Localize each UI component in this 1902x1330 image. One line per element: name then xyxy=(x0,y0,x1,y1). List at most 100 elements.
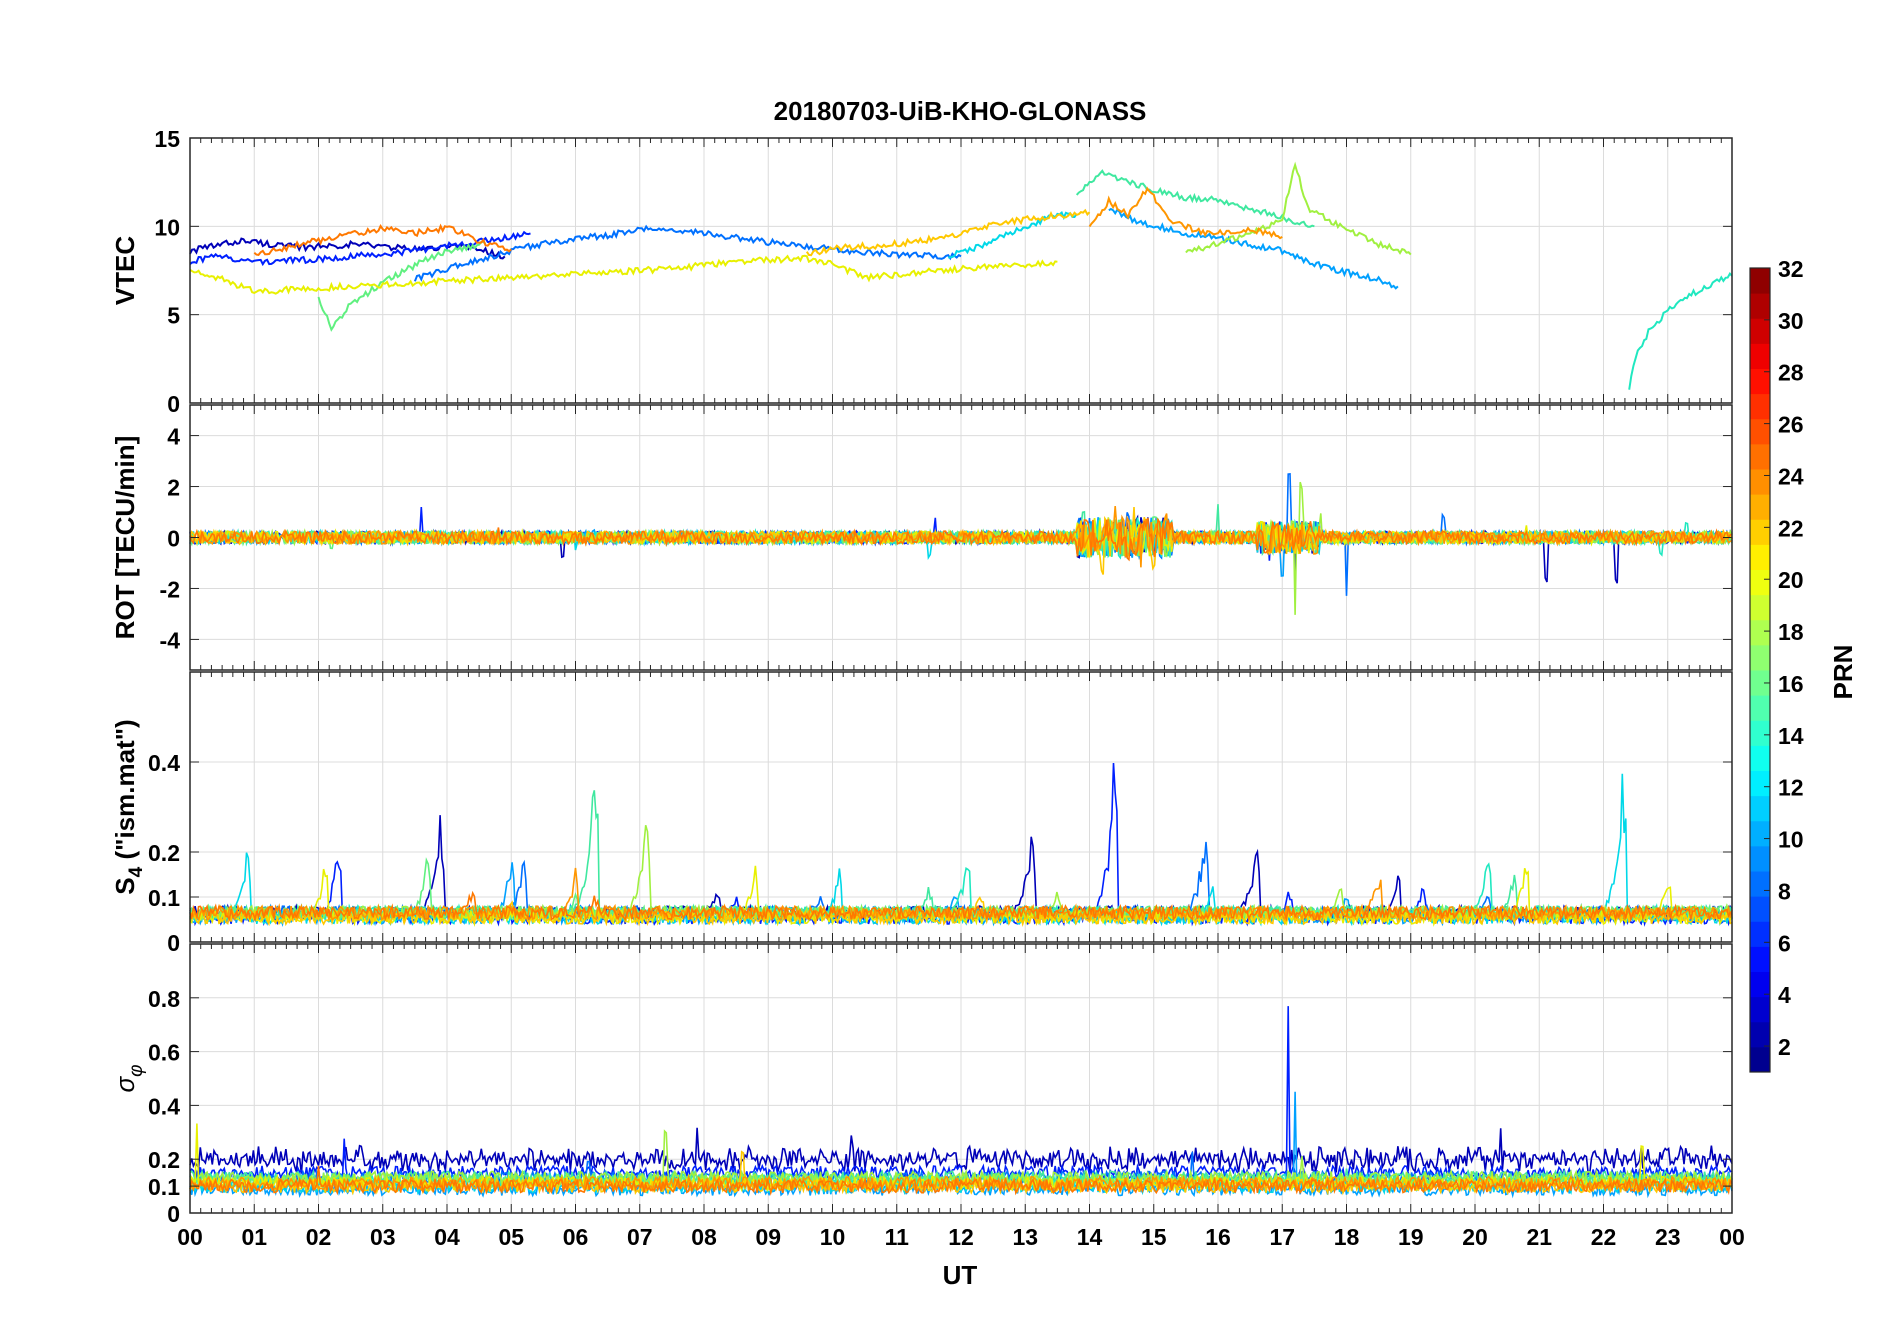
series-line-prn-22 xyxy=(189,896,1733,927)
x-axis-label: UT xyxy=(943,1260,978,1290)
colorbar-swatch xyxy=(1750,494,1770,520)
colorbar-swatch xyxy=(1750,343,1770,369)
colorbar-tick-label: 8 xyxy=(1778,878,1791,904)
panel-vtec: 0 5 10 15 VTEC xyxy=(110,126,1733,417)
x-tick-label: 14 xyxy=(1077,1224,1103,1250)
x-tick-label: 17 xyxy=(1269,1224,1295,1250)
panel-s4-ticks xyxy=(189,672,1733,943)
colorbar-tick-label: 30 xyxy=(1778,308,1804,334)
colorbar-swatch xyxy=(1750,820,1770,847)
x-tick-label: 10 xyxy=(820,1224,846,1250)
colorbar-swatch xyxy=(1750,443,1770,470)
y-tick-label-sigma_phi: 0.1 xyxy=(148,1174,180,1200)
colorbar-swatch xyxy=(1750,293,1770,319)
x-tick-label: 03 xyxy=(370,1224,396,1250)
y-label-main: S xyxy=(110,877,140,894)
y-label-main: σ xyxy=(110,1076,140,1093)
x-tick-label: 18 xyxy=(1334,1224,1360,1250)
x-tick-label: 13 xyxy=(1012,1224,1038,1250)
series-line-prn-20 xyxy=(189,254,1058,295)
colorbar-swatch xyxy=(1750,971,1770,998)
colorbar-tick-label: 20 xyxy=(1778,567,1804,593)
y-tick-label-rot: -2 xyxy=(160,576,180,602)
y-tick-label-vtec: 0 xyxy=(167,391,180,417)
panel-rot-ticks xyxy=(189,405,1733,670)
x-tick-label: 07 xyxy=(627,1224,653,1250)
series-line-prn-10 xyxy=(1108,207,1399,290)
colorbar-tick-label: 14 xyxy=(1778,723,1804,749)
y-tick-label-rot: -4 xyxy=(160,627,181,653)
y-tick-label-vtec: 10 xyxy=(154,214,180,240)
colorbar-tick-label: 22 xyxy=(1778,515,1804,541)
colorbar-swatch xyxy=(1750,569,1770,596)
x-tick-label: 23 xyxy=(1655,1224,1681,1250)
colorbar-swatch xyxy=(1750,1021,1770,1048)
colorbar-swatch xyxy=(1750,619,1770,646)
x-tick-label: 06 xyxy=(563,1224,589,1250)
colorbar-tick-label: 18 xyxy=(1778,619,1804,645)
x-tick-label: 02 xyxy=(306,1224,332,1250)
x-tick-label: 09 xyxy=(755,1224,781,1250)
colorbar-swatch xyxy=(1750,544,1770,570)
series-line-prn-24 xyxy=(189,890,1733,923)
colorbar-tick-label: 2 xyxy=(1778,1034,1791,1060)
x-tick-label: 00 xyxy=(1719,1224,1745,1250)
y-tick-label-sigma_phi: 0.8 xyxy=(148,986,180,1012)
x-axis: 00 01 02 03 04 05 06 07 08 09 10 11 12 13 14 15 16 17 18 19… xyxy=(177,1224,1745,1250)
x-tick-label: 11 xyxy=(885,1224,910,1250)
series-line-prn-13 xyxy=(1628,272,1733,390)
colorbar-tick-label: 24 xyxy=(1778,463,1804,489)
colorbar-swatch xyxy=(1750,921,1770,947)
x-tick-label: 08 xyxy=(691,1224,717,1250)
colorbar-tick-label: 16 xyxy=(1778,671,1804,697)
x-tick-label: 16 xyxy=(1205,1224,1231,1250)
y-axis-label-s4: S4 ("ism.mat") xyxy=(110,719,147,894)
colorbar-swatch xyxy=(1750,670,1770,696)
x-tick-label: 00 xyxy=(177,1224,203,1250)
x-tick-label: 19 xyxy=(1398,1224,1424,1250)
chart-title: 20180703-UiB-KHO-GLONASS xyxy=(774,96,1147,126)
y-tick-label-sigma_phi: 0 xyxy=(167,1201,180,1227)
series-line-prn-24 xyxy=(189,517,1733,562)
colorbar-swatch xyxy=(1750,896,1770,922)
x-tick-label: 05 xyxy=(498,1224,524,1250)
series-line-prn-14 xyxy=(1075,169,1315,228)
y-tick-label-sigma_phi: 0.4 xyxy=(148,1093,180,1119)
colorbar-tick-label: 10 xyxy=(1778,827,1804,853)
series-line-prn-22 xyxy=(805,208,1091,257)
series-line-prn-4 xyxy=(189,230,531,267)
colorbar-swatch xyxy=(1750,418,1770,445)
panel-s4-series xyxy=(189,762,1733,927)
series-line-prn-24 xyxy=(189,1165,1733,1196)
panel-vtec-series xyxy=(189,161,1733,390)
x-tick-label: 22 xyxy=(1591,1224,1617,1250)
colorbar-swatch xyxy=(1750,695,1770,721)
colorbar-swatch xyxy=(1750,469,1770,495)
series-line-prn-8 xyxy=(413,224,962,282)
colorbar-tick-label: 32 xyxy=(1778,256,1804,282)
colorbar-frame xyxy=(1749,267,1771,1073)
x-tick-label: 20 xyxy=(1462,1224,1488,1250)
x-tick-label: 04 xyxy=(434,1224,460,1250)
panel-sigma_phi-series xyxy=(189,1006,1733,1199)
y-label-rest: ("ism.mat") xyxy=(110,719,140,866)
colorbar-tick-label: 12 xyxy=(1778,775,1804,801)
colorbar-swatch xyxy=(1750,368,1770,395)
colorbar-swatch xyxy=(1750,871,1770,897)
colorbar-swatch xyxy=(1750,594,1770,621)
panel-sigma_phi: 00.10.2 0.4 0.6 0.8 σφ xyxy=(110,943,1733,1227)
panel-rot-series xyxy=(189,473,1733,615)
colorbar-swatch xyxy=(1750,519,1770,545)
colorbar-swatch xyxy=(1750,795,1770,822)
y-tick-label-s4: 0.4 xyxy=(148,750,180,776)
y-tick-label-s4: 0.1 xyxy=(148,885,180,911)
y-axis-label-rot: ROT [TECU/min] xyxy=(110,436,140,640)
x-tick-label: 15 xyxy=(1141,1224,1167,1250)
colorbar-swatch xyxy=(1750,946,1770,972)
colorbar-swatch xyxy=(1750,770,1770,797)
panel-s4: 00.10.20.4S4 ("ism.mat") xyxy=(110,671,1733,956)
colorbar-tick-label: 28 xyxy=(1778,360,1804,386)
